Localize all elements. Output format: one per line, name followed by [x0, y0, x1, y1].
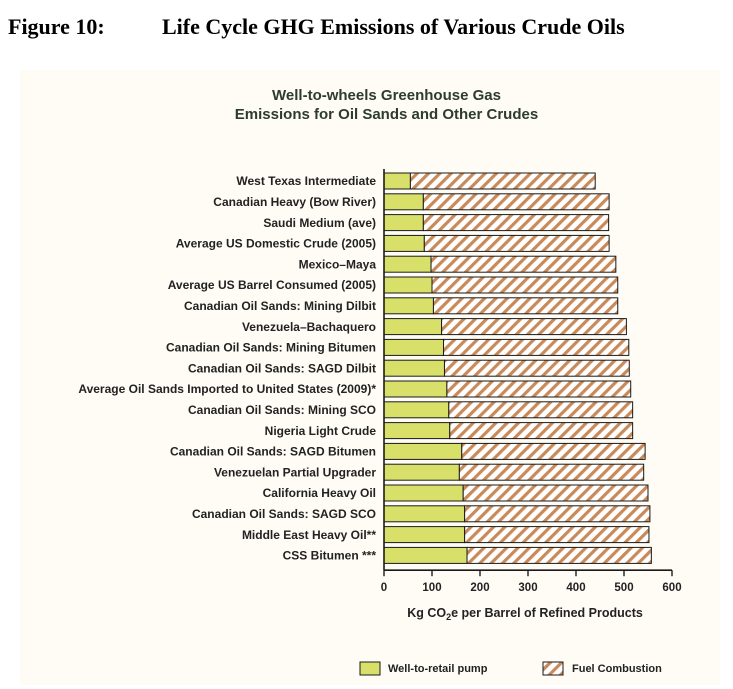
x-tick-label: 300	[518, 582, 537, 594]
category-label: Saudi Medium (ave)	[263, 216, 376, 230]
x-axis-title: Kg CO2e per Barrel of Refined Products	[407, 606, 643, 622]
bar-well-to-retail-pump	[383, 193, 424, 211]
bar-well-to-retail-pump	[383, 526, 466, 544]
legend-label-well-to-retail: Well-to-retail pump	[388, 663, 488, 675]
legend-swatch-fuel-combustion	[542, 661, 564, 676]
bar-well-to-retail-pump	[383, 463, 460, 481]
bar-fuel-combustion	[449, 422, 634, 440]
bar-fuel-combustion	[422, 193, 610, 211]
bar-fuel-combustion	[446, 380, 632, 398]
category-label: Canadian Heavy (Bow River)	[213, 195, 376, 209]
bar-well-to-retail-pump	[383, 318, 443, 336]
legend-label-fuel-combustion: Fuel Combustion	[572, 663, 662, 675]
bar-well-to-retail-pump	[383, 172, 411, 190]
chart-panel	[20, 70, 720, 685]
chart-title-line-1: Well-to-wheels Greenhouse Gas	[272, 87, 501, 104]
category-label: Average Oil Sands Imported to United Sta…	[78, 382, 376, 396]
x-tick-label: 100	[422, 582, 441, 594]
bar-fuel-combustion	[432, 297, 619, 315]
x-tick-label: 500	[614, 582, 633, 594]
category-label: Canadian Oil Sands: Mining Dilbit	[184, 299, 376, 313]
x-axis: 0 100 200 300 400 500 600 Kg CO2e per Barrel of…	[381, 169, 682, 622]
bars	[383, 172, 652, 564]
legend: Well-to-retail pump Fuel Combustion	[359, 661, 662, 676]
bar-fuel-combustion	[462, 484, 649, 502]
category-label: Middle East Heavy Oil**	[242, 528, 376, 542]
x-tick-label: 600	[662, 582, 681, 594]
bar-well-to-retail-pump	[383, 214, 424, 232]
category-label: Canadian Oil Sands: SAGD Dilbit	[188, 361, 376, 375]
bar-well-to-retail-pump	[383, 442, 463, 460]
category-label: Venezuela–Bachaquero	[242, 320, 376, 334]
bar-fuel-combustion	[441, 318, 627, 336]
chart-title-line-2: Emissions for Oil Sands and Other Crudes	[234, 106, 539, 123]
legend-swatch-well-to-retail	[359, 661, 381, 676]
bar-fuel-combustion	[409, 172, 596, 190]
bar-fuel-combustion	[461, 442, 646, 460]
x-tick-label: 0	[381, 582, 387, 594]
category-label: California Heavy Oil	[263, 486, 376, 500]
category-label: CSS Bitumen ***	[283, 549, 377, 563]
bar-well-to-retail-pump	[383, 255, 432, 273]
category-label: Canadian Oil Sands: Mining SCO	[188, 403, 376, 417]
category-label: Canadian Oil Sands: SAGD SCO	[192, 507, 376, 521]
bar-well-to-retail-pump	[383, 484, 464, 502]
bar-fuel-combustion	[430, 255, 617, 273]
bar-fuel-combustion	[443, 338, 630, 356]
bar-fuel-combustion	[431, 276, 619, 294]
category-label: Average US Domestic Crude (2005)	[176, 237, 376, 251]
category-label: Venezuelan Partial Upgrader	[214, 465, 376, 479]
bar-well-to-retail-pump	[383, 276, 433, 294]
category-label: Nigeria Light Crude	[265, 424, 377, 438]
bar-fuel-combustion	[443, 359, 630, 377]
bar-well-to-retail-pump	[383, 234, 425, 252]
category-label: Average US Barrel Consumed (2005)	[168, 278, 376, 292]
figure-caption: Figure 10: Life Cycle GHG Emissions of Va…	[8, 14, 728, 40]
bar-well-to-retail-pump	[383, 380, 448, 398]
bar-well-to-retail-pump	[383, 422, 451, 440]
bar-fuel-combustion	[448, 401, 634, 419]
bar-well-to-retail-pump	[383, 297, 434, 315]
bar-fuel-combustion	[423, 234, 610, 252]
category-label: Canadian Oil Sands: Mining Bitumen	[166, 341, 376, 355]
bar-well-to-retail-pump	[383, 505, 466, 523]
category-label: Mexico–Maya	[299, 257, 377, 271]
chart-title: Well-to-wheels Greenhouse Gas Emissions …	[0, 86, 733, 124]
bar-fuel-combustion	[466, 546, 652, 564]
figure-title: Life Cycle GHG Emissions of Various Crud…	[162, 14, 625, 39]
x-tick-label: 400	[566, 582, 585, 594]
bar-well-to-retail-pump	[383, 546, 468, 564]
bar-fuel-combustion	[458, 463, 645, 481]
x-tick-label: 200	[470, 582, 489, 594]
category-labels: West Texas Intermediate Canadian Heavy (B…	[78, 174, 376, 562]
bar-fuel-combustion	[422, 214, 610, 232]
bar-well-to-retail-pump	[383, 401, 450, 419]
bar-fuel-combustion	[464, 526, 650, 544]
bar-well-to-retail-pump	[383, 338, 445, 356]
figure-number: Figure 10:	[8, 14, 105, 39]
bar-well-to-retail-pump	[383, 359, 445, 377]
bar-fuel-combustion	[464, 505, 651, 523]
category-label: Canadian Oil Sands: SAGD Bitumen	[170, 445, 376, 459]
category-label: West Texas Intermediate	[236, 174, 376, 188]
